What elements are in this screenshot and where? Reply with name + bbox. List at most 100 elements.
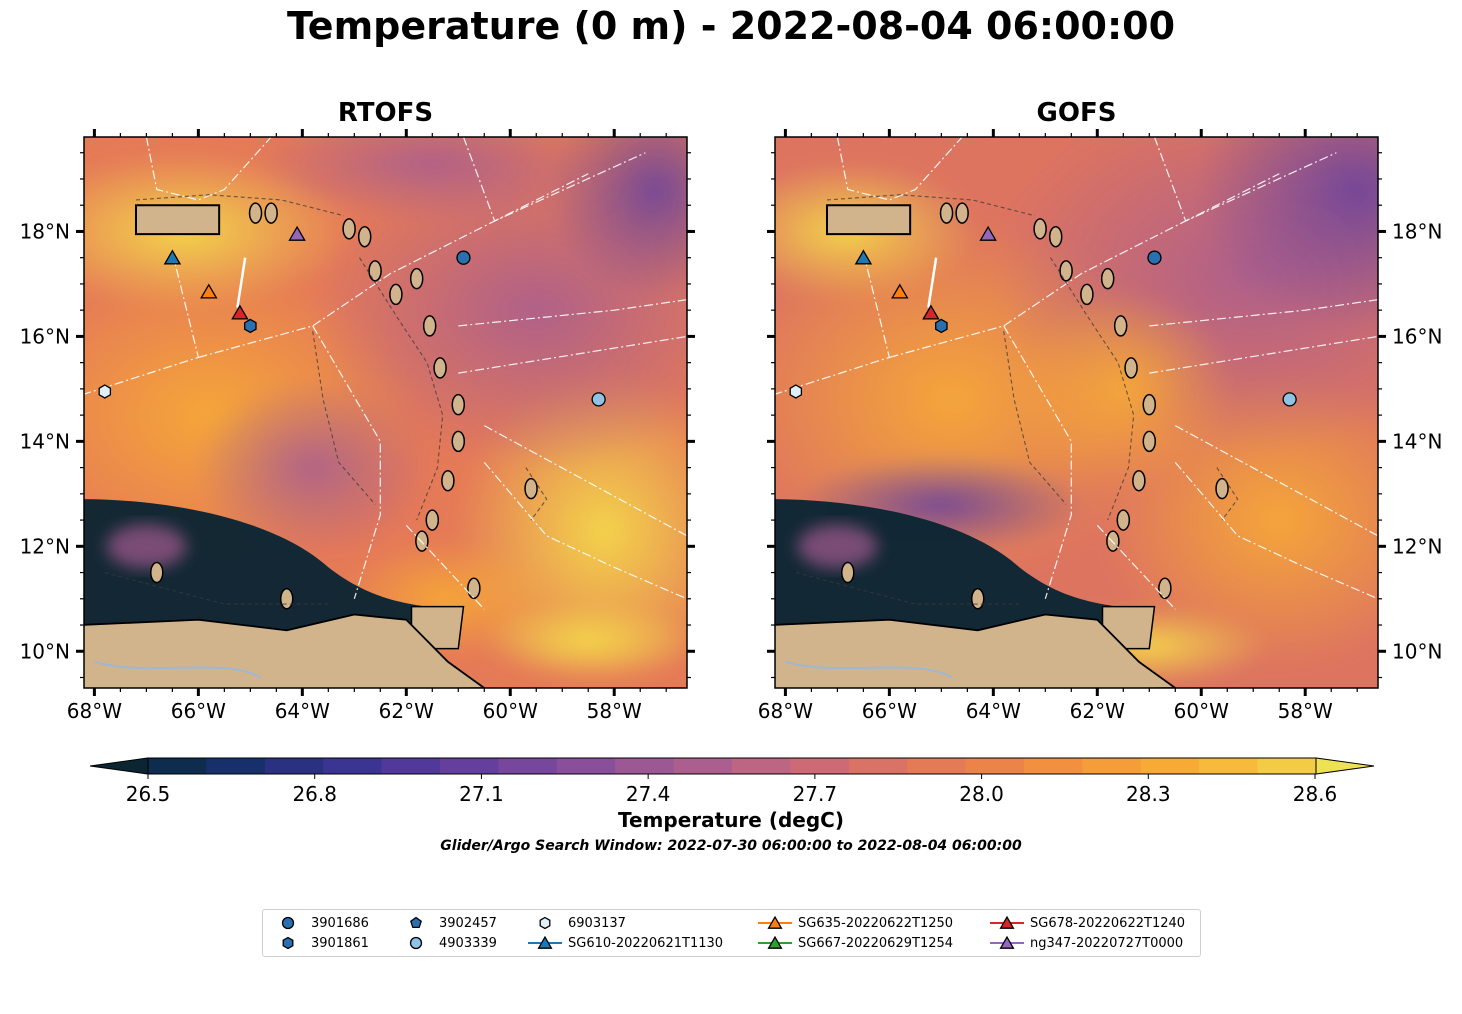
eez-boundary [1149,299,1378,327]
legend-marker [410,916,422,929]
colorbar-swatch [206,758,266,774]
colorbar-tick-label: 27.4 [626,782,671,806]
legend-item-4903339: 4903339 [399,934,497,952]
island-land [939,202,954,224]
legend-item-SG635-20220622T1250: SG635-20220622T1250 [758,914,953,932]
island-land [441,469,455,492]
colorbar-swatch [1024,758,1083,774]
island-land [389,283,403,306]
legend-label: SG667-20220629T1254 [798,935,954,951]
eez-boundary [1003,325,1072,599]
eez-boundary [1149,335,1378,374]
legend-marker [767,935,783,949]
lon-tick-label: 64°W [966,699,1021,723]
map-frame [774,136,1379,689]
island-land [357,225,372,248]
bathymetry-contour [104,572,329,605]
south-america-land [775,613,1177,688]
marker-3901686 [456,250,471,265]
eez-boundary [483,425,687,537]
legend-item-SG667-20220629T1254: SG667-20220629T1254 [758,934,953,952]
colorbar-swatch [907,758,967,774]
island-land [409,267,424,290]
colorbar-swatch [1199,758,1259,774]
legend-marker [767,915,783,929]
marker-SG610-20220621T1130 [163,249,182,265]
island-land [1116,509,1131,531]
panel-title-rtofs: RTOFS [337,98,434,128]
colorbar-swatch [440,758,499,774]
map-panel-gofs: 68°W 66°W 64°W 62°W 60°W 58°W 10°N 12°N 14°N 16°N… [758,129,1442,723]
colorbar-swatch [148,758,207,774]
main-title: Temperature (0 m) - 2022-08-04 06:00:00 [286,4,1176,48]
puerto-rico-land [134,204,221,236]
colorbar-swatch [556,758,616,774]
island-land [1048,225,1063,248]
legend-item-3902457: 3902457 [399,914,497,932]
hexagon-icon [539,916,551,930]
bathymetry-contour [135,194,345,217]
island-land [264,202,278,224]
bathymetry-contour [359,257,444,521]
lon-tick-label: 66°W [171,699,226,723]
legend-marker [409,936,423,950]
island-land [1124,357,1138,379]
marker-ng347-20220727T0000 [979,225,997,241]
lon-tick-label: 62°W [1070,699,1125,723]
legend-item-ng347-20220727T0000: ng347-20220727T0000 [990,934,1183,952]
colorbar-swatch [323,758,383,774]
marker-6903137 [789,384,803,399]
eez-boundary [1174,425,1378,537]
bathymetry-contour [826,194,1036,217]
marker-4903339 [591,392,606,407]
island-land [1033,218,1047,240]
circle-icon [281,916,295,930]
legend-label: 6903137 [568,915,626,931]
bathymetry-contour [795,572,1020,605]
island-land [1132,469,1146,492]
colorbar-tick-label: 28.0 [959,782,1004,806]
lon-tick-label: 58°W [1278,699,1333,723]
legend-label: 3902457 [439,915,497,931]
eez-boundary [836,137,963,201]
island-land [248,202,263,224]
island-land [422,315,437,337]
pentagon-icon [410,916,422,929]
island-land [1142,393,1157,416]
colorbar-tick-label: 27.7 [793,782,838,806]
island-land [150,561,164,584]
eez-boundary [1174,461,1378,600]
colorbar-tick-label: 28.6 [1293,782,1338,806]
colorbar-swatch [615,758,675,774]
legend-item-3901861: 3901861 [271,934,369,952]
lat-tick-label: 10°N [20,639,70,663]
island-land [1113,315,1128,337]
legend-marker [281,916,295,930]
lat-tick-label: 18°N [20,219,70,243]
legend-marker [999,935,1015,949]
colorbar-swatch [965,758,1025,774]
markers [98,225,606,407]
legend-label: SG610-20220621T1130 [568,935,724,951]
colorbar-tick-label: 28.3 [1126,782,1171,806]
marker-3901861 [935,318,948,334]
lat-tick-label: 18°N [1392,219,1442,243]
colorbar-tick-label: 27.1 [459,782,504,806]
colorbar-swatch [848,758,908,774]
lat-tick-label: 10°N [1392,639,1442,663]
island-land [1215,477,1229,500]
colorbar-tick-label: 26.8 [292,782,337,806]
bathymetry-contour [1003,331,1067,505]
eez-boundary [405,524,485,610]
marker-ng347-20220727T0000 [288,225,306,241]
legend-item-SG678-20220622T1240: SG678-20220622T1240 [990,914,1185,932]
triangle-icon [528,935,562,949]
legend-item-3901686: 3901686 [271,914,369,932]
eez-boundary [458,335,687,374]
island-land [368,260,382,282]
island-land [342,218,356,240]
bathymetry-contour [1050,257,1135,521]
marker-3901861 [244,318,257,334]
marker-SG610-20220621T1130 [854,249,873,265]
island-land [955,202,969,224]
